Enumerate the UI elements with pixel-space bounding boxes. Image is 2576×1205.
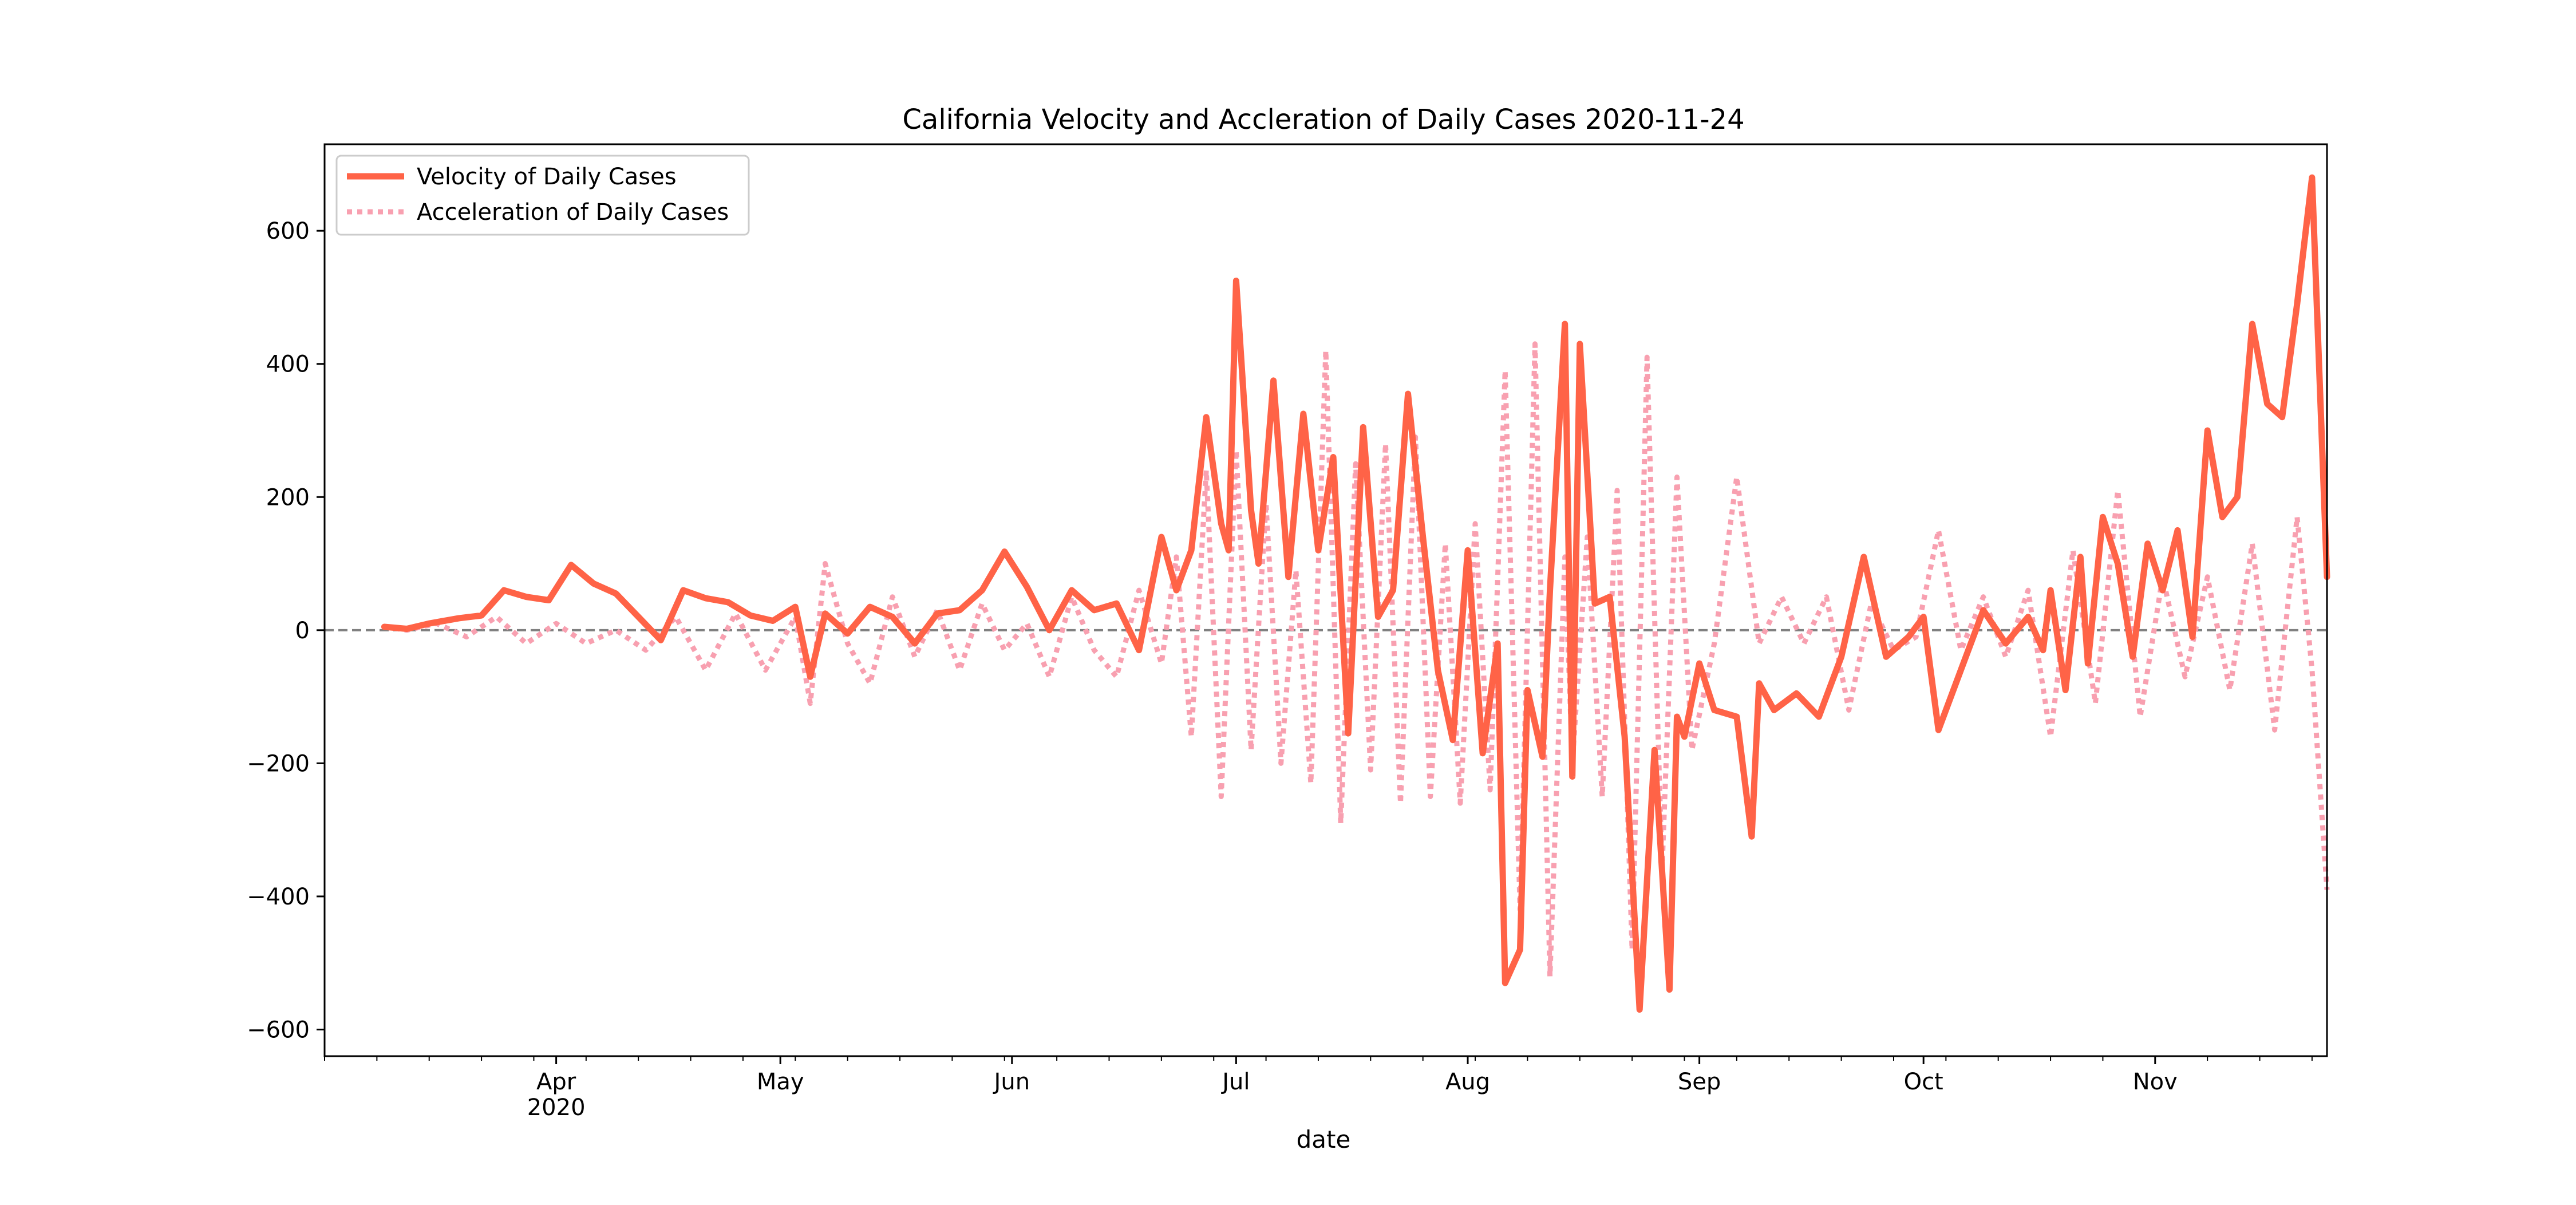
x-tick-label: Apr — [536, 1069, 576, 1095]
y-tick-label: 600 — [266, 218, 310, 244]
legend: Velocity of Daily Cases Acceleration of D… — [335, 155, 750, 236]
x-tick-label: Jun — [993, 1069, 1030, 1095]
y-tick-label: 400 — [266, 351, 310, 378]
legend-entry: Velocity of Daily Cases — [417, 164, 677, 190]
x-tick-label: Jul — [1220, 1069, 1250, 1095]
x-tick-label: Sep — [1678, 1069, 1721, 1095]
axes-frame — [323, 143, 2328, 1057]
y-tick-label: 0 — [295, 618, 310, 644]
y-tick-label: 200 — [266, 484, 310, 511]
x-tick-label: Aug — [1445, 1069, 1490, 1095]
legend-frame — [335, 155, 750, 236]
series-line-velocity-of-daily-cases — [381, 174, 2330, 1013]
chart-title: California Velocity and Accleration of D… — [902, 104, 1744, 136]
x-tick-label: Oct — [1904, 1069, 1943, 1095]
x-tick-label: May — [757, 1069, 804, 1095]
y-tick-label: −200 — [247, 750, 310, 777]
x-axis-label: date — [1297, 1125, 1351, 1153]
y-tick-label: −400 — [247, 884, 310, 910]
x-tick-label: Nov — [2133, 1069, 2178, 1095]
x-tick-sublabel: 2020 — [527, 1095, 586, 1121]
y-tick-label: −600 — [247, 1017, 310, 1043]
legend-entry: Acceleration of Daily Cases — [417, 199, 729, 226]
